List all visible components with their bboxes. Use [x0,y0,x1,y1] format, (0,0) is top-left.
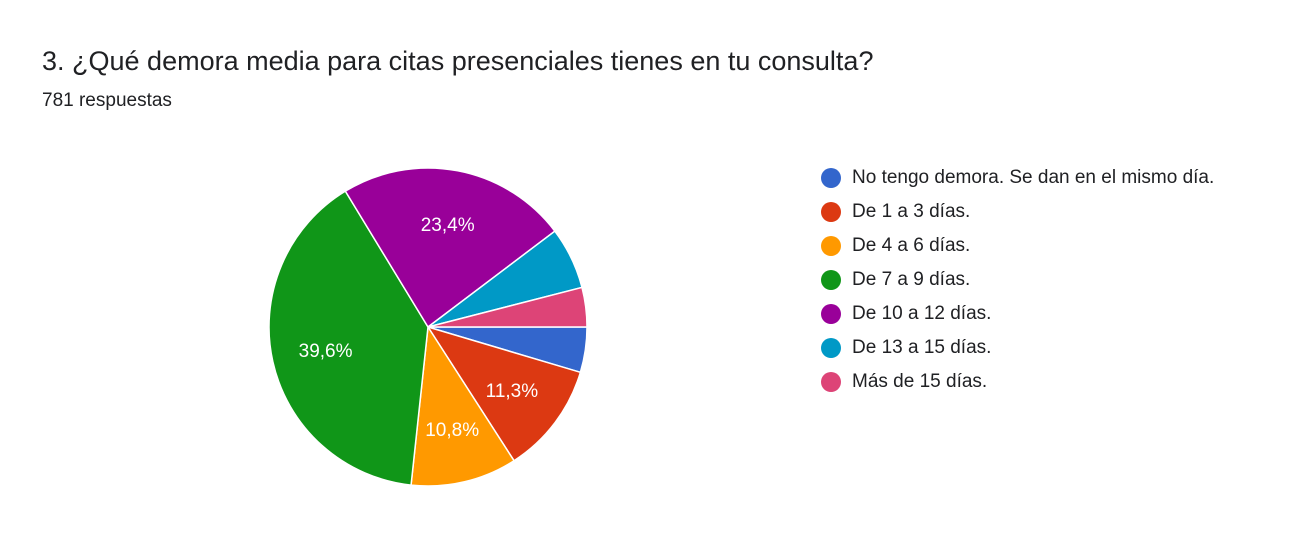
pie-slice-5[interactable] [344,167,556,329]
legend-item[interactable]: De 4 a 6 días. [818,231,1238,260]
legend-item[interactable]: De 10 a 12 días. [818,299,1238,328]
legend-swatch [821,168,841,188]
slice-data-label: 39,6% [299,341,353,362]
pie-slice-4[interactable] [268,190,429,486]
legend-label: De 7 a 9 días. [852,269,971,290]
legend-item[interactable]: De 1 a 3 días. [818,197,1238,226]
legend-swatch [821,202,841,222]
legend-label: Más de 15 días. [852,371,988,392]
legend-item[interactable]: De 7 a 9 días. [818,265,1238,294]
legend-label: De 13 a 15 días. [852,337,992,358]
legend-item[interactable]: Más de 15 días. [818,367,1238,396]
chart-legend: No tengo demora. Se dan en el mismo día.… [818,163,1238,401]
legend-swatch [821,372,841,392]
pie-slice-7[interactable] [427,286,588,328]
slice-data-label: 11,3% [486,381,539,402]
legend-label: De 10 a 12 días. [852,303,992,324]
pie-slice-3[interactable] [410,324,516,487]
slice-data-label: 23,4% [421,215,475,236]
legend-item[interactable]: De 13 a 15 días. [818,333,1238,362]
question-title: 3. ¿Qué demora media para citas presenci… [42,46,874,76]
legend-label: De 1 a 3 días. [852,201,971,222]
slice-data-label: 10,8% [425,420,479,441]
response-count: 781 respuestas [42,90,172,111]
legend-label: De 4 a 6 días. [852,235,971,256]
legend-label: No tengo demora. Se dan en el mismo día. [852,167,1215,188]
pie-slice-2[interactable] [426,325,582,462]
legend-item[interactable]: No tengo demora. Se dan en el mismo día. [818,163,1238,192]
legend-swatch [821,304,841,324]
legend-swatch [821,338,841,358]
legend-swatch [821,236,841,256]
legend-swatch [821,270,841,290]
